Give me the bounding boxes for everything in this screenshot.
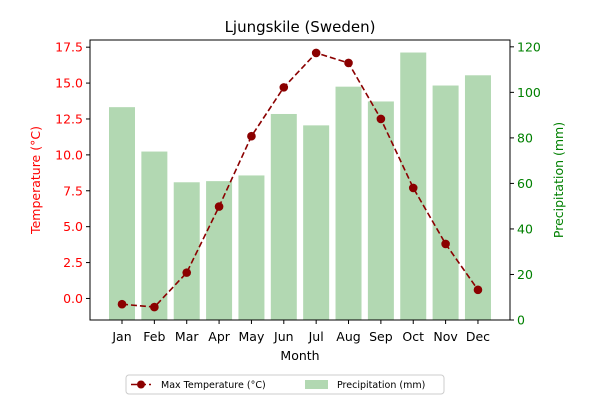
legend: Max Temperature (°C) Precipitation (mm) [125,374,445,395]
x-axis-label: Month [280,348,319,363]
precipitation-bar-dec [464,75,491,321]
temperature-point-nov [441,239,450,249]
precipitation-bar-sep [367,101,394,321]
precipitation-bar-aug [335,86,362,321]
x-tick-label: Apr [208,329,230,344]
x-tick-label: Jun [273,329,294,344]
left-y-axis-label: Temperature (°C) [28,126,43,235]
legend-label-temperature: Max Temperature (°C) [161,380,266,391]
temperature-point-feb [150,302,159,312]
temperature-point-mar [182,268,192,277]
left-tick-label: 2.5 [63,255,83,270]
temperature-series-line [121,52,479,308]
temperature-point-jul [311,48,321,58]
temperature-point-sep [376,114,386,124]
left-tick-label: 12.5 [55,111,83,126]
x-tick-label: Oct [402,329,424,344]
right-tick-label: 0 [517,313,525,328]
temperature-point-oct [408,183,418,193]
precipitation-bar-nov [432,85,459,320]
temperature-point-dec [473,285,483,295]
right-tick-label: 20 [517,267,533,282]
precipitation-bar-jun [270,113,297,321]
x-tick-label: Jan [111,329,131,344]
x-tick-label: Aug [336,329,360,344]
x-tick-label: Nov [433,329,458,344]
legend-label-precipitation: Precipitation (mm) [337,380,425,391]
legend-marker-swatch [137,380,145,389]
left-tick-label: 10.0 [55,147,83,162]
precipitation-bar-jul [303,125,330,321]
right-tick-label: 40 [517,221,533,236]
temperature-line [117,48,483,312]
precipitation-bar-apr [206,181,233,320]
temperature-point-apr [214,202,224,211]
precipitation-bar-feb [141,151,168,320]
x-tick-label: Dec [466,329,490,344]
temperature-point-jan [117,299,127,309]
right-tick-label: 60 [517,176,533,191]
temperature-point-jun [279,83,289,92]
right-y-axis-label: Precipitation (mm) [551,122,566,238]
temperature-point-aug [344,58,353,68]
x-tick-label: Jul [308,329,324,344]
left-tick-label: 15.0 [55,76,83,91]
legend-box [125,374,445,395]
plot-frame [89,39,511,321]
left-tick-label: 0.0 [63,291,83,306]
x-tick-label: Mar [175,329,199,344]
left-tick-label: 17.5 [55,40,83,55]
right-tick-label: 80 [517,130,533,145]
legend-bar-swatch [305,380,328,389]
x-tick-label: Sep [369,329,393,344]
precipitation-bar-jan [109,107,135,320]
chart-title: Ljungskile (Sweden) [225,18,376,36]
precipitation-bars [109,52,491,321]
x-tick-label: Feb [143,329,165,344]
axes: 0.0 2.5 5.0 7.5 10.0 12.5 15.0 17.5 0 20 40 60 80 100… [55,39,541,344]
precipitation-bar-may [238,175,265,320]
x-tick-label: May [239,329,265,344]
temperature-point-may [247,131,256,141]
precipitation-bar-mar [173,182,200,320]
right-tick-label: 100 [517,85,541,100]
left-tick-label: 5.0 [63,219,83,234]
right-tick-label: 120 [517,39,541,54]
left-tick-label: 7.5 [63,183,83,198]
